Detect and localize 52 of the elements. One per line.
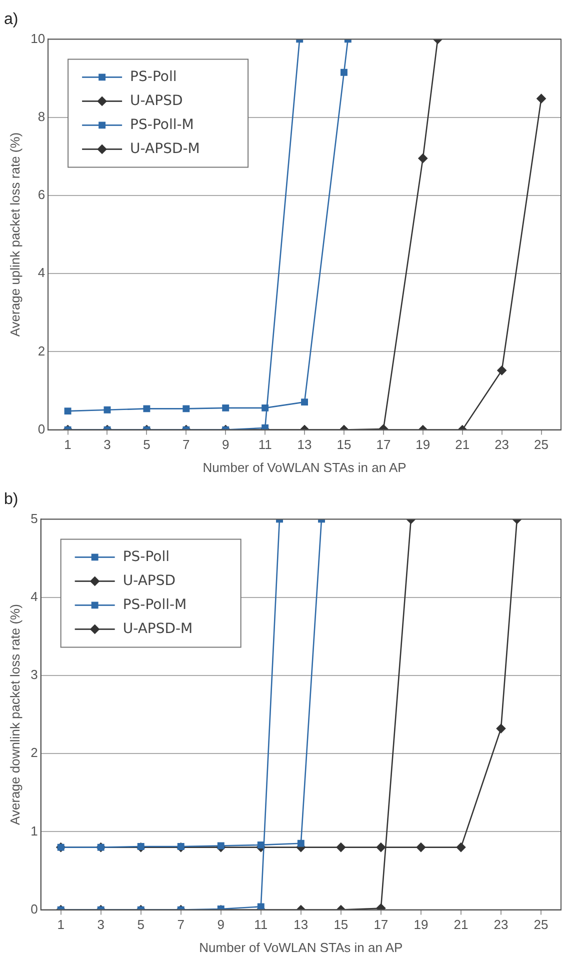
x-tick-label: 9 [222,437,230,452]
legend-label: U-APSD-M [122,620,193,637]
legend-label: U-APSD [130,92,183,109]
y-tick-label: 1 [30,823,38,838]
x-tick-label: 17 [374,917,388,932]
x-tick-label: 3 [97,917,104,932]
x-tick-label: 21 [455,437,470,452]
legend-label: U-APSD-M [130,140,200,157]
x-tick-label: 11 [254,917,268,932]
legend-label: U-APSD [122,572,176,589]
x-tick-label: 13 [294,917,308,932]
y-tick-label: 5 [30,510,38,526]
x-axis-title: Number of VoWLAN STAs in an AP [199,940,403,955]
x-tick-label: 25 [534,437,549,452]
y-tick-label: 4 [30,588,38,604]
x-tick-label: 19 [416,437,430,452]
y-axis-title: Average uplink packet loss rate (%) [7,132,22,337]
x-tick-label: 3 [104,437,111,452]
x-tick-label: 15 [336,437,352,452]
y-tick-label: 4 [38,265,46,280]
chart-title: b) [4,491,18,508]
y-tick-label: 0 [38,421,46,436]
x-tick-label: 7 [182,437,190,452]
x-tick-label: 13 [297,437,312,452]
x-tick-label: 1 [57,917,64,932]
chart-title: a) [4,11,18,28]
legend-label: PS-Poll [130,68,177,85]
y-tick-label: 0 [30,901,38,916]
y-tick-label: 6 [38,187,46,202]
x-tick-label: 23 [494,917,508,932]
x-tick-label: 5 [143,437,150,452]
y-axis-title: Average downlink packet loss rate (%) [7,604,22,825]
y-tick-label: 2 [30,745,38,760]
x-tick-label: 21 [454,917,468,932]
x-tick-label: 17 [376,437,391,452]
x-tick-label: 11 [258,437,272,452]
y-tick-label: 8 [38,108,46,124]
x-tick-label: 19 [414,917,428,932]
y-tick-label: 2 [38,343,46,358]
x-tick-label: 7 [177,917,184,932]
x-tick-label: 25 [534,917,548,932]
y-tick-label: 3 [30,667,38,682]
x-tick-label: 1 [64,437,72,452]
legend-label: PS-Poll-M [122,596,187,613]
y-tick-label: 10 [30,30,46,46]
x-tick-label: 15 [334,917,348,932]
x-tick-label: 23 [494,437,510,452]
x-tick-label: 5 [137,917,144,932]
x-axis-title: Number of VoWLAN STAs in an AP [202,460,406,475]
legend-label: PS-Poll-M [130,116,194,133]
legend-label: PS-Poll [122,548,170,565]
x-tick-label: 9 [217,917,225,932]
